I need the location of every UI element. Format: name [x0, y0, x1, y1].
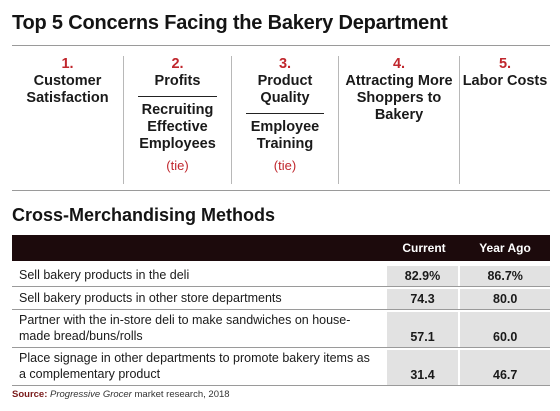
concern-5: 5. Labor Costs — [459, 56, 550, 184]
year-ago-value: 60.0 — [460, 312, 550, 347]
tie-note: (tie) — [273, 158, 297, 173]
concern-2: 2. Profits Recruiting Effective Employee… — [123, 56, 231, 184]
concern-3: 3. Product Quality Employee Training (ti… — [231, 56, 338, 184]
table-row: Sell bakery products in other store depa… — [12, 287, 550, 310]
table-row: Partner with the in-store deli to make s… — [12, 310, 550, 348]
source-publication: Progressive Grocer — [50, 389, 132, 400]
table-row: Sell bakery products in the deli 82.9% 8… — [12, 264, 550, 287]
current-value: 74.3 — [386, 289, 459, 309]
method-label: Sell bakery products in the deli — [19, 268, 190, 282]
section-title: Cross-Merchandising Methods — [12, 205, 276, 225]
concern-number: 5. — [498, 56, 512, 72]
concern-1: 1. Customer Satisfaction — [12, 56, 123, 184]
title-divider — [12, 45, 550, 46]
concern-number: 1. — [61, 56, 74, 72]
concern-label: Attracting More Shoppers to Bakery — [345, 73, 453, 123]
source-rest: market research, 2018 — [131, 389, 230, 400]
concern-number: 2. — [171, 56, 184, 72]
tie-divider — [137, 96, 218, 97]
concern-label: Labor Costs — [462, 73, 548, 89]
concern-tie-label: Employee Training — [250, 119, 320, 152]
year-ago-value: 46.7 — [460, 350, 550, 385]
concern-label: Product Quality — [257, 73, 313, 106]
concern-number: 4. — [392, 56, 406, 72]
year-ago-value: 80.0 — [460, 289, 550, 309]
concern-4: 4. Attracting More Shoppers to Bakery — [338, 56, 459, 184]
tie-divider — [245, 113, 325, 114]
concern-label: Profits — [154, 73, 201, 89]
method-label: Sell bakery products in other store depa… — [19, 291, 282, 305]
concern-tie-label: Recruiting Effective Employees — [139, 102, 216, 152]
current-value: 82.9% — [386, 266, 459, 286]
method-label: Place signage in other departments to pr… — [19, 351, 370, 381]
source-label: Source: — [12, 389, 48, 400]
table-row: Place signage in other departments to pr… — [12, 348, 550, 386]
page-title: Top 5 Concerns Facing the Bakery Departm… — [12, 12, 448, 34]
tie-note: (tie) — [166, 158, 189, 173]
methods-table: Current Year Ago Sell bakery products in… — [12, 235, 550, 386]
concerns-row: 1. Customer Satisfaction 2. Profits Recr… — [12, 56, 550, 184]
source-note: Source: Progressive Grocer market resear… — [12, 389, 230, 400]
method-label: Partner with the in-store deli to make s… — [19, 313, 351, 343]
current-value: 31.4 — [386, 350, 459, 385]
current-value: 57.1 — [386, 312, 459, 347]
header-current: Current — [402, 241, 446, 255]
concern-label: Customer Satisfaction — [26, 73, 109, 106]
section-divider — [12, 190, 550, 191]
concern-number: 3. — [278, 56, 292, 72]
header-year-ago: Year Ago — [479, 241, 531, 255]
year-ago-value: 86.7% — [460, 266, 550, 286]
table-header: Current Year Ago — [12, 235, 550, 261]
